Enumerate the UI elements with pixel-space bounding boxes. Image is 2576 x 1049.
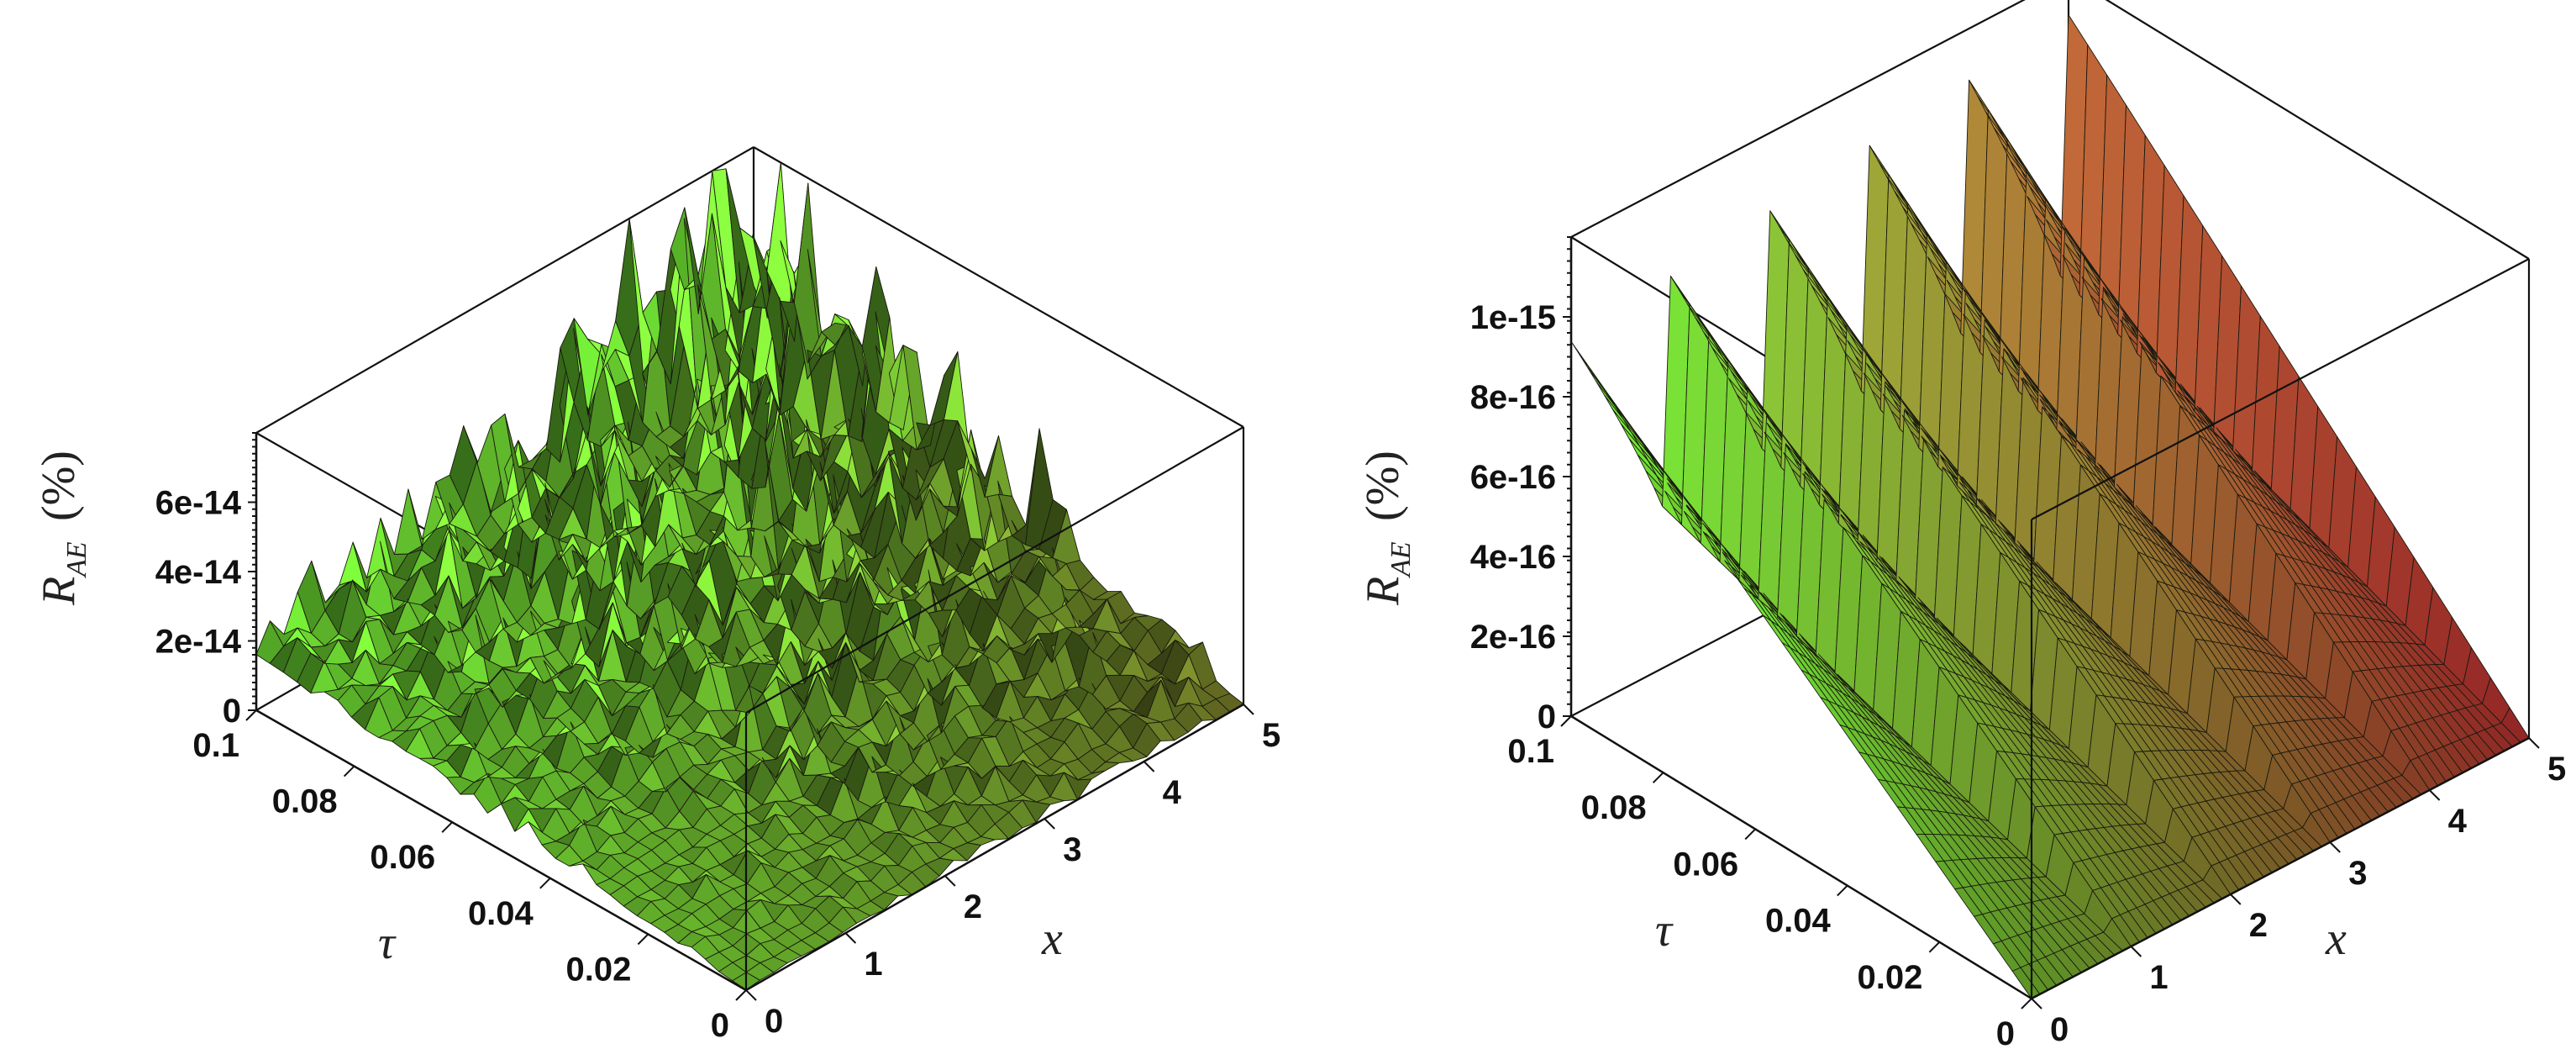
left-x-tick-mark: [1143, 761, 1155, 772]
left-z-label-unit: (%): [33, 451, 85, 521]
left-x-tick-label: 3: [1063, 831, 1081, 868]
right-x-tick-mark: [2130, 946, 2142, 957]
left-tau-label: τ: [378, 917, 397, 969]
right-tau-tick-mark: [1560, 715, 1572, 727]
left-tau-tick-mark: [441, 821, 453, 833]
left-tau-tick-label: 0.06: [370, 839, 435, 876]
right-x-tick-mark: [2329, 841, 2341, 853]
left-x-tick-mark: [944, 875, 956, 887]
left-z-label-sub: AE: [61, 541, 92, 578]
left-z-tick-label: 0: [223, 693, 241, 730]
right-z-tick-label: 1e-15: [1470, 299, 1556, 336]
left-surface: [255, 162, 1244, 991]
left-tau-axis-line: [255, 709, 747, 992]
right-box-edge: [2031, 258, 2530, 520]
right-tau-tick-label: 0.06: [1673, 846, 1738, 883]
left-tau-tick-mark: [735, 989, 747, 1001]
right-x-tick-label: 2: [2249, 907, 2268, 944]
left-x-axis-line: [745, 703, 1244, 992]
right-z-tick-label: 0: [1538, 698, 1556, 735]
left-tau-tick-mark: [245, 709, 257, 721]
right-tau-tick-mark: [1837, 884, 1848, 897]
right-tau-tick-label: 0: [1996, 1015, 2015, 1049]
right-tau-axis-line: [1570, 714, 2032, 1000]
right-z-tick-label: 6e-16: [1470, 459, 1556, 496]
right-z-label-sub: AE: [1385, 541, 1417, 578]
right-x-tick-label: 0: [2050, 1011, 2069, 1048]
left-x-tick-label: 0: [765, 1003, 783, 1040]
right-surface: [1570, 14, 2530, 999]
left-box-edge: [753, 146, 1244, 428]
right-tau-tick-label: 0.1: [1507, 733, 1554, 770]
left-tau-tick-label: 0.02: [566, 951, 632, 988]
right-tau-tick-mark: [1652, 772, 1664, 783]
right-box-edge: [1570, 0, 2026, 238]
right-x-tick-label: 5: [2547, 751, 2566, 788]
left-z-tick-label: 2e-14: [155, 624, 242, 661]
left-x-tick-label: 1: [864, 946, 882, 983]
right-box-edge: [2105, 0, 2530, 260]
right-z-tick-label: 2e-16: [1470, 619, 1556, 656]
left-box-edge: [745, 426, 1244, 714]
left-surface-facet: [393, 488, 423, 555]
right-z-axis-label: R AE (%): [1357, 451, 1417, 606]
right-tau-tick-mark: [1928, 941, 1941, 953]
left-x-tick-mark: [844, 932, 857, 944]
right-x-tick-mark: [2428, 789, 2441, 801]
right-surface-facet: [1620, 423, 1649, 461]
left-ticks: 01234500.020.040.060.080.102e-144e-146e-…: [155, 432, 1280, 1044]
left-surface-plot: 01234500.020.040.060.080.102e-144e-146e-…: [33, 146, 1280, 1044]
right-surface-plot: 01234500.020.040.060.080.102e-164e-166e-…: [1357, 0, 2566, 1049]
right-z-label-main: R: [1357, 577, 1409, 606]
right-ticks: 01234500.020.040.060.080.102e-164e-166e-…: [1470, 236, 2566, 1049]
left-z-tick-label: 4e-14: [155, 554, 242, 591]
right-x-label: x: [2325, 913, 2347, 965]
right-x-tick-label: 1: [2149, 959, 2168, 996]
left-tau-tick-label: 0.08: [272, 783, 338, 820]
left-x-label: x: [1041, 913, 1063, 965]
left-box-edge: [255, 146, 754, 434]
left-z-axis-label: R AE (%): [33, 451, 92, 606]
right-x-tick-mark: [2031, 998, 2042, 1009]
left-x-tick-label: 2: [964, 888, 982, 925]
left-z-tick-label: 6e-14: [155, 485, 242, 522]
right-tau-tick-mark: [2021, 998, 2032, 1009]
right-x-tick-label: 3: [2348, 855, 2367, 892]
left-tau-tick-mark: [539, 878, 551, 889]
left-tau-tick-label: 0: [711, 1007, 729, 1044]
left-tau-tick-mark: [637, 933, 649, 946]
right-x-axis-line: [2031, 736, 2530, 1000]
left-tau-tick-label: 0.04: [468, 895, 534, 932]
left-x-tick-mark: [1044, 818, 1055, 830]
left-x-tick-mark: [745, 989, 757, 1001]
right-surface-facet: [1604, 394, 1632, 434]
right-tau-tick-label: 0.08: [1581, 789, 1647, 826]
right-z-tick-label: 8e-16: [1470, 379, 1556, 416]
right-surface-facet: [1611, 409, 1641, 447]
right-z-label-unit: (%): [1357, 451, 1409, 521]
right-x-tick-label: 4: [2448, 803, 2468, 840]
right-tau-label: τ: [1655, 904, 1674, 957]
left-x-tick-mark: [1243, 704, 1254, 715]
left-box-front-edges: [255, 426, 1245, 992]
left-tau-tick-mark: [343, 765, 355, 778]
left-tau-tick-label: 0.1: [192, 727, 239, 764]
left-x-tick-label: 4: [1163, 774, 1182, 811]
right-tau-tick-label: 0.04: [1765, 903, 1832, 940]
left-x-tick-label: 5: [1262, 717, 1280, 754]
right-x-tick-mark: [2528, 737, 2540, 749]
right-tau-tick-mark: [1744, 828, 1756, 841]
right-x-tick-mark: [2230, 893, 2242, 905]
right-z-tick-label: 4e-16: [1470, 539, 1556, 576]
right-tau-tick-label: 0.02: [1858, 959, 1923, 996]
left-z-label-main: R: [33, 577, 85, 606]
